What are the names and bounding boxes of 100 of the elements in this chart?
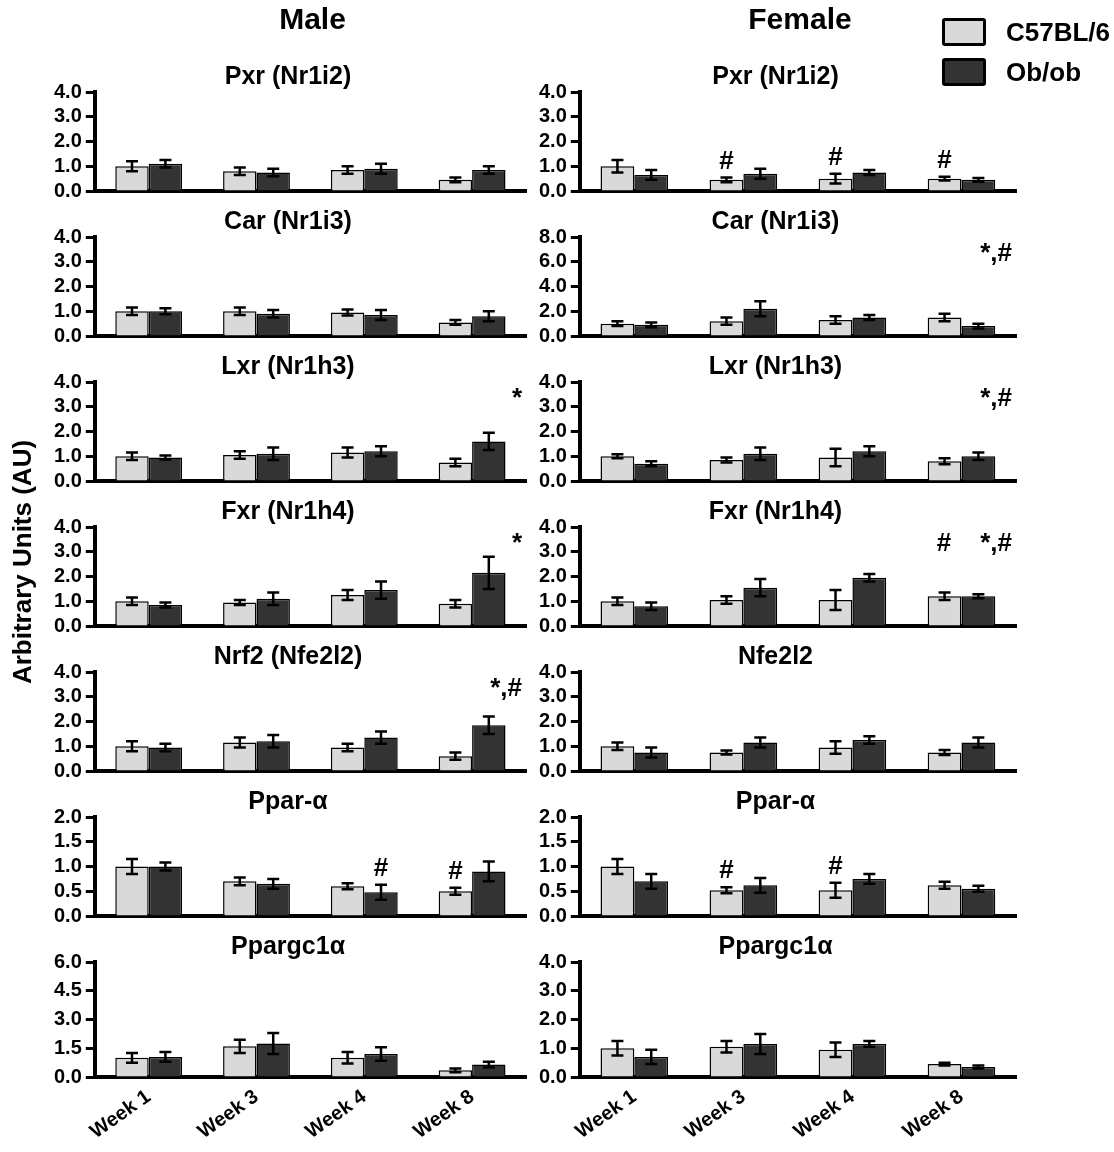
y-tick-label: 0.5 [53, 878, 82, 901]
y-tick-label: 0.5 [538, 878, 567, 901]
y-tick-label: 0.0 [53, 468, 82, 491]
y-tick-label: 2.0 [53, 129, 82, 152]
y-tick-label: 3.0 [538, 978, 567, 1001]
annotation: # [719, 144, 735, 175]
y-tick-label: 8.0 [538, 224, 567, 247]
y-tick-label: 1.0 [53, 588, 82, 611]
y-tick-label: 4.0 [53, 369, 82, 392]
y-tick-label: 3.0 [53, 394, 82, 417]
y-tick-label: 1.0 [538, 1035, 567, 1058]
annotation: *,# [490, 672, 523, 703]
y-tick-label: 3.0 [538, 104, 567, 127]
y-tick-label: 1.0 [538, 153, 567, 176]
annotation: # [828, 140, 844, 171]
chart-title: Pxr (Nr1i2) [712, 60, 839, 89]
y-tick-label: 0.0 [53, 178, 82, 201]
y-tick-label: 1.0 [53, 854, 82, 877]
chart-title: Nrf2 (Nfe2l2) [213, 640, 363, 669]
chart-subtitle: Female [748, 2, 852, 35]
y-tick-label: 4.5 [53, 978, 82, 1001]
y-tick-label: 3.0 [538, 684, 567, 707]
y-tick-label: 6.0 [53, 949, 82, 972]
y-tick-label: 1.0 [538, 854, 567, 877]
y-tick-label: 1.0 [538, 588, 567, 611]
y-tick-label: 2.0 [53, 564, 82, 587]
y-tick-label: 6.0 [538, 249, 567, 272]
annotation: # [373, 851, 389, 882]
y-tick-label: 4.0 [538, 949, 567, 972]
y-tick-label: 1.0 [538, 443, 567, 466]
y-tick-label: 0.0 [53, 323, 82, 346]
annotation: * [511, 382, 523, 413]
y-tick-label: 2.0 [53, 804, 82, 827]
y-tick-label: 2.0 [538, 1007, 567, 1030]
annotation: *,# [980, 237, 1013, 268]
y-tick-label: 0.0 [538, 323, 567, 346]
annotation: # [828, 850, 844, 881]
y-tick-label: 2.0 [53, 709, 82, 732]
chart-title: Nfe2l2 [737, 640, 814, 669]
y-tick-label: 0.0 [538, 178, 567, 201]
y-tick-label: 3.0 [53, 539, 82, 562]
chart-title: Car (Nr1i3) [224, 205, 352, 234]
y-tick-label: 2.0 [538, 709, 567, 732]
annotation: # [937, 143, 953, 174]
chart-title: Ppargc1α [718, 930, 834, 959]
y-tick-label: 0.0 [53, 1064, 82, 1087]
y-tick-label: 3.0 [53, 1007, 82, 1030]
y-tick-label: 3.0 [53, 684, 82, 707]
y-tick-label: 1.0 [53, 733, 82, 756]
y-tick-label: 0.0 [53, 613, 82, 636]
y-tick-label: 1.0 [53, 443, 82, 466]
y-tick-label: 4.0 [53, 514, 82, 537]
y-tick-label: 2.0 [538, 804, 567, 827]
chart-title: Pxr (Nr1i2) [224, 60, 352, 89]
y-tick-label: 2.0 [538, 129, 567, 152]
y-tick-label: 2.0 [53, 274, 82, 297]
annotation: * [511, 527, 523, 558]
y-tick-label: 1.5 [538, 829, 567, 852]
y-tick-label: 1.0 [53, 298, 82, 321]
y-tick-label: 4.0 [53, 659, 82, 682]
y-tick-label: 2.0 [53, 419, 82, 442]
y-tick-label: 4.0 [538, 369, 567, 392]
chart-title: Fxr (Nr1h4) [221, 495, 355, 524]
chart-title: Fxr (Nr1h4) [708, 495, 843, 524]
y-tick-label: 3.0 [538, 539, 567, 562]
y-tick-label: 0.0 [538, 903, 567, 926]
y-tick-label: 3.0 [53, 104, 82, 127]
chart-title: Ppargc1α [230, 930, 346, 959]
y-tick-label: 2.0 [538, 298, 567, 321]
y-tick-label: 0.0 [53, 758, 82, 781]
y-tick-label: 1.0 [538, 733, 567, 756]
y-tick-label: 2.0 [538, 564, 567, 587]
annotation: *,# [980, 382, 1013, 413]
chart-subtitle: Male [278, 2, 347, 36]
y-tick-label: 1.5 [53, 1035, 82, 1058]
y-tick-label: 1.5 [53, 829, 82, 852]
y-tick-label: 1.0 [53, 153, 82, 176]
annotation: # [448, 854, 464, 885]
y-tick-label: 3.0 [53, 249, 82, 272]
y-axis-title: Arbitrary Units (AU) [6, 439, 38, 685]
y-tick-label: 4.0 [538, 514, 567, 537]
y-tick-label: 0.0 [53, 903, 82, 926]
text: # *,# [936, 527, 1012, 558]
y-tick-label: 4.0 [53, 79, 82, 102]
chart-title: Lxr (Nr1h3) [708, 350, 843, 379]
legend-label: Ob/ob [1005, 56, 1082, 88]
y-tick-label: 4.0 [538, 274, 567, 297]
y-tick-label: 4.0 [53, 224, 82, 247]
y-tick-label: 4.0 [538, 659, 567, 682]
y-tick-label: 3.0 [538, 394, 567, 417]
y-tick-label: 2.0 [538, 419, 567, 442]
annotation: # [719, 854, 735, 885]
chart-title: Ppar-α [248, 785, 329, 814]
y-tick-label: 0.0 [538, 468, 567, 491]
legend-label: C57BL/6 [1005, 16, 1110, 48]
chart-title: Ppar-α [735, 785, 816, 814]
chart-title: Lxr (Nr1h3) [221, 350, 355, 379]
y-tick-label: 4.0 [538, 79, 567, 102]
y-tick-label: 0.0 [538, 1064, 567, 1087]
chart-title: Car (Nr1i3) [711, 205, 840, 234]
